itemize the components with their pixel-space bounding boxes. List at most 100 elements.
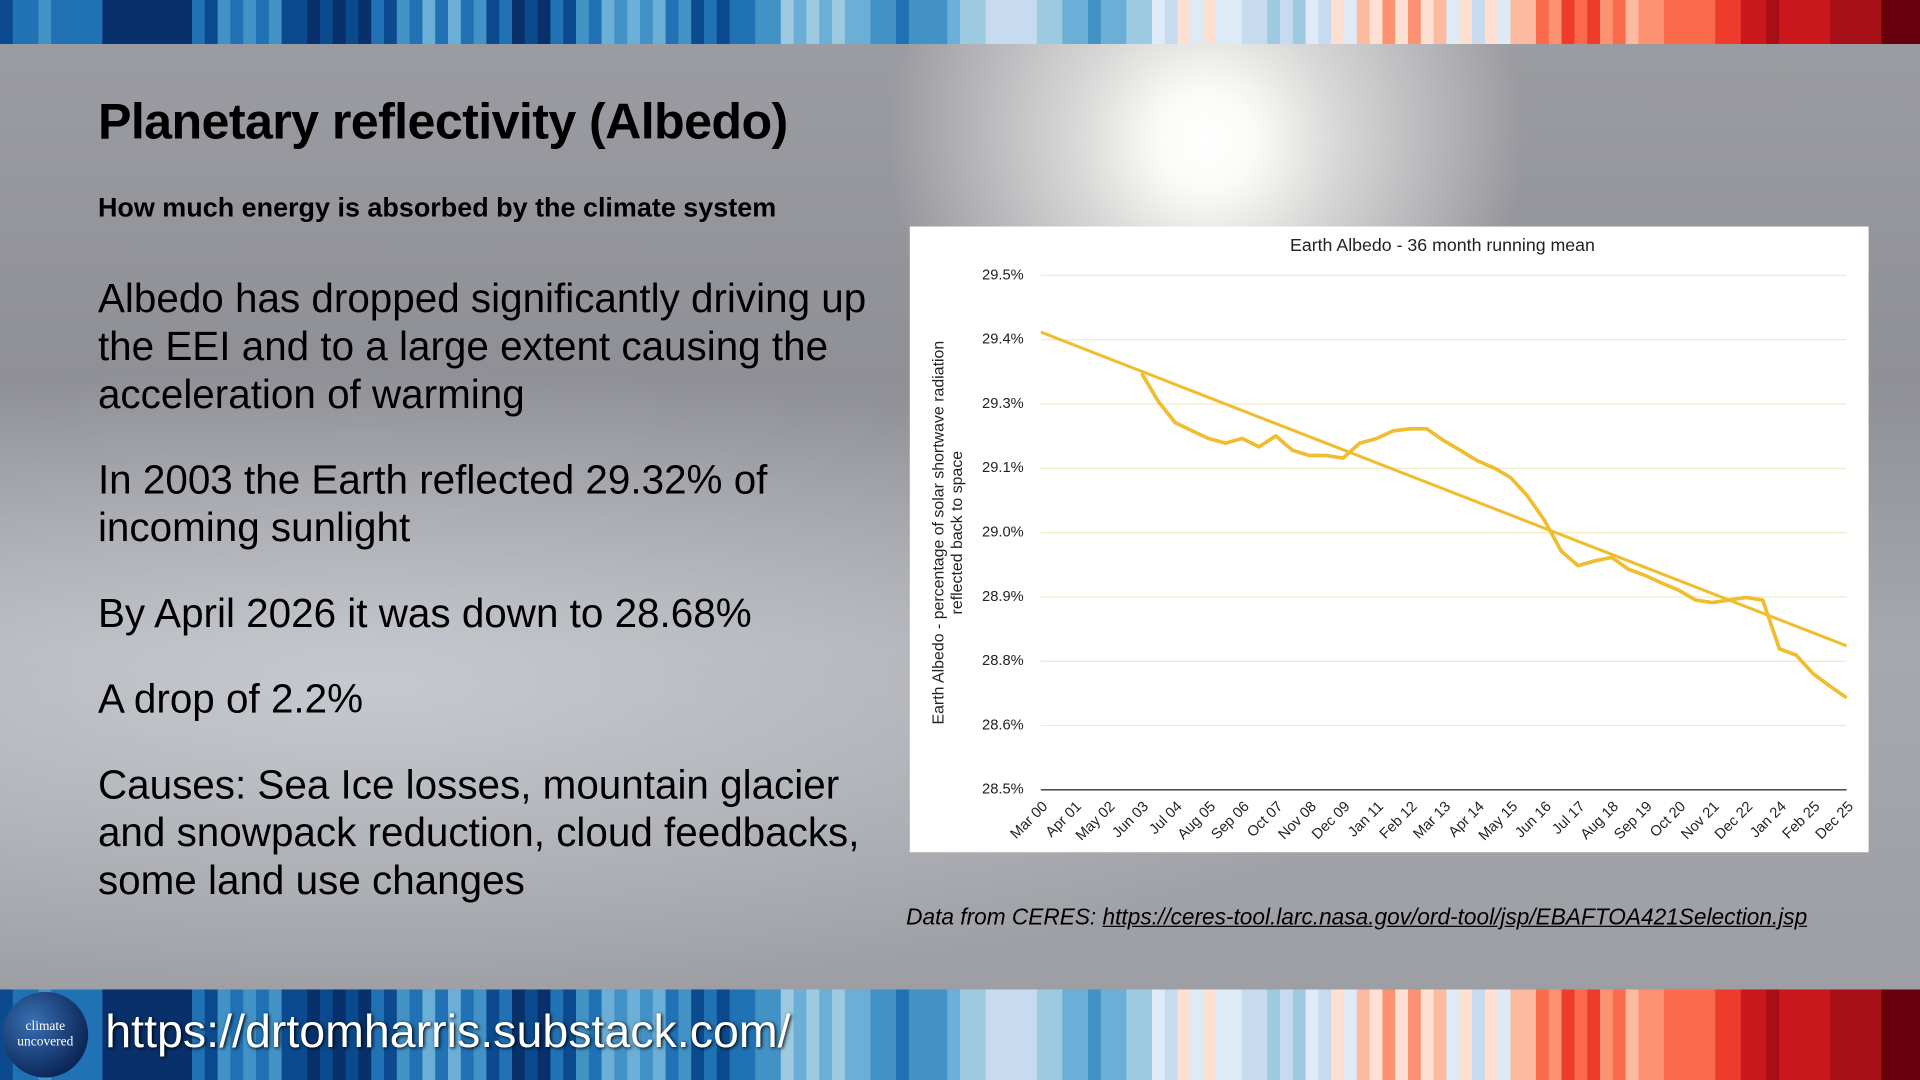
stripe — [883, 989, 897, 1080]
stripe — [1280, 0, 1294, 45]
stripe — [192, 989, 206, 1080]
stripe — [844, 989, 859, 1080]
stripe — [1600, 0, 1614, 45]
x-tick-label: Mar 13 — [1411, 799, 1455, 843]
stripe — [473, 0, 488, 45]
stripe — [1843, 989, 1857, 1080]
stripe — [627, 0, 641, 45]
stripe — [755, 989, 769, 1080]
stripe — [1856, 989, 1870, 1080]
stripe — [1305, 989, 1320, 1080]
stripe — [422, 989, 436, 1080]
stripe — [576, 0, 590, 45]
stripe — [1267, 0, 1281, 45]
paragraph: By April 2026 it was down to 28.68% — [97, 590, 752, 636]
stripe — [691, 989, 705, 1080]
stripe — [576, 989, 590, 1080]
stripe — [908, 0, 923, 45]
warming-stripes — [0, 0, 1920, 45]
stripe — [1843, 0, 1857, 45]
stripe — [793, 989, 808, 1080]
stripe — [960, 0, 974, 45]
stripe — [1740, 0, 1755, 45]
stripe — [1305, 0, 1320, 45]
stripe — [396, 0, 411, 45]
stripe — [1139, 0, 1153, 45]
stripe — [1203, 0, 1217, 45]
stripe — [806, 989, 820, 1080]
stripe — [115, 0, 129, 45]
stripe — [204, 989, 219, 1080]
stripe — [870, 0, 884, 45]
stripe — [908, 989, 923, 1080]
stripe — [742, 989, 756, 1080]
stripe — [460, 0, 475, 45]
stripe — [1804, 0, 1819, 45]
stripe — [832, 989, 846, 1080]
stripe — [665, 0, 680, 45]
stripe — [1497, 0, 1512, 45]
stripe — [1216, 989, 1230, 1080]
source-prefix: Data from CERES: — [906, 903, 1103, 930]
stripe — [1395, 989, 1409, 1080]
stripe — [1612, 0, 1627, 45]
stripe — [1766, 989, 1780, 1080]
stripe — [1420, 0, 1435, 45]
stripe — [1830, 0, 1844, 45]
stripe — [1676, 0, 1691, 45]
stripe — [1894, 989, 1908, 1080]
stripe — [780, 989, 795, 1080]
paragraph: A drop of 2.2% — [97, 675, 364, 722]
stripe — [793, 0, 808, 45]
stripe — [742, 0, 756, 45]
stripe — [601, 0, 616, 45]
stripe — [729, 0, 744, 45]
stripe — [1100, 0, 1115, 45]
stripe — [448, 989, 462, 1080]
stripe — [1292, 989, 1307, 1080]
stripe — [1088, 989, 1102, 1080]
stripe — [1472, 0, 1486, 45]
stripe — [691, 0, 705, 45]
stripe — [128, 989, 142, 1080]
stripe — [1715, 0, 1729, 45]
stripe — [1664, 0, 1678, 45]
stripe — [1062, 989, 1076, 1080]
stripe — [1433, 0, 1448, 45]
stripe — [1049, 989, 1064, 1080]
source-link[interactable]: https://ceres-tool.larc.nasa.gov/ord-too… — [1102, 903, 1808, 930]
stripe — [652, 989, 667, 1080]
stripe — [998, 0, 1012, 45]
stripe — [1587, 989, 1601, 1080]
stripe — [1344, 0, 1358, 45]
paragraph: Albedo has dropped significantly driving… — [97, 275, 867, 417]
stripe — [1817, 0, 1832, 45]
stripe — [755, 0, 769, 45]
stripe — [486, 989, 500, 1080]
slide-subtitle: How much energy is absorbed by the clima… — [97, 192, 777, 223]
warming-stripes — [0, 989, 1920, 1080]
stripe — [921, 989, 936, 1080]
stripe — [934, 0, 948, 45]
stripe — [1152, 989, 1166, 1080]
stripe — [230, 0, 244, 45]
stripe — [1011, 0, 1025, 45]
stripe — [1408, 989, 1422, 1080]
stripe — [614, 989, 628, 1080]
y-tick-label: 29.5% — [982, 267, 1024, 283]
stripe — [243, 0, 257, 45]
stripe — [627, 989, 641, 1080]
stripe — [384, 0, 398, 45]
stripe — [588, 0, 603, 45]
stripe — [985, 0, 1000, 45]
stripe — [614, 0, 628, 45]
stripe — [1433, 989, 1448, 1080]
stripe — [1318, 989, 1332, 1080]
stripe — [140, 989, 155, 1080]
stripe — [640, 989, 654, 1080]
stripe — [1241, 0, 1256, 45]
y-tick-label: 28.6% — [982, 717, 1024, 733]
stripe — [524, 0, 539, 45]
y-tick-label: 29.0% — [982, 525, 1024, 541]
